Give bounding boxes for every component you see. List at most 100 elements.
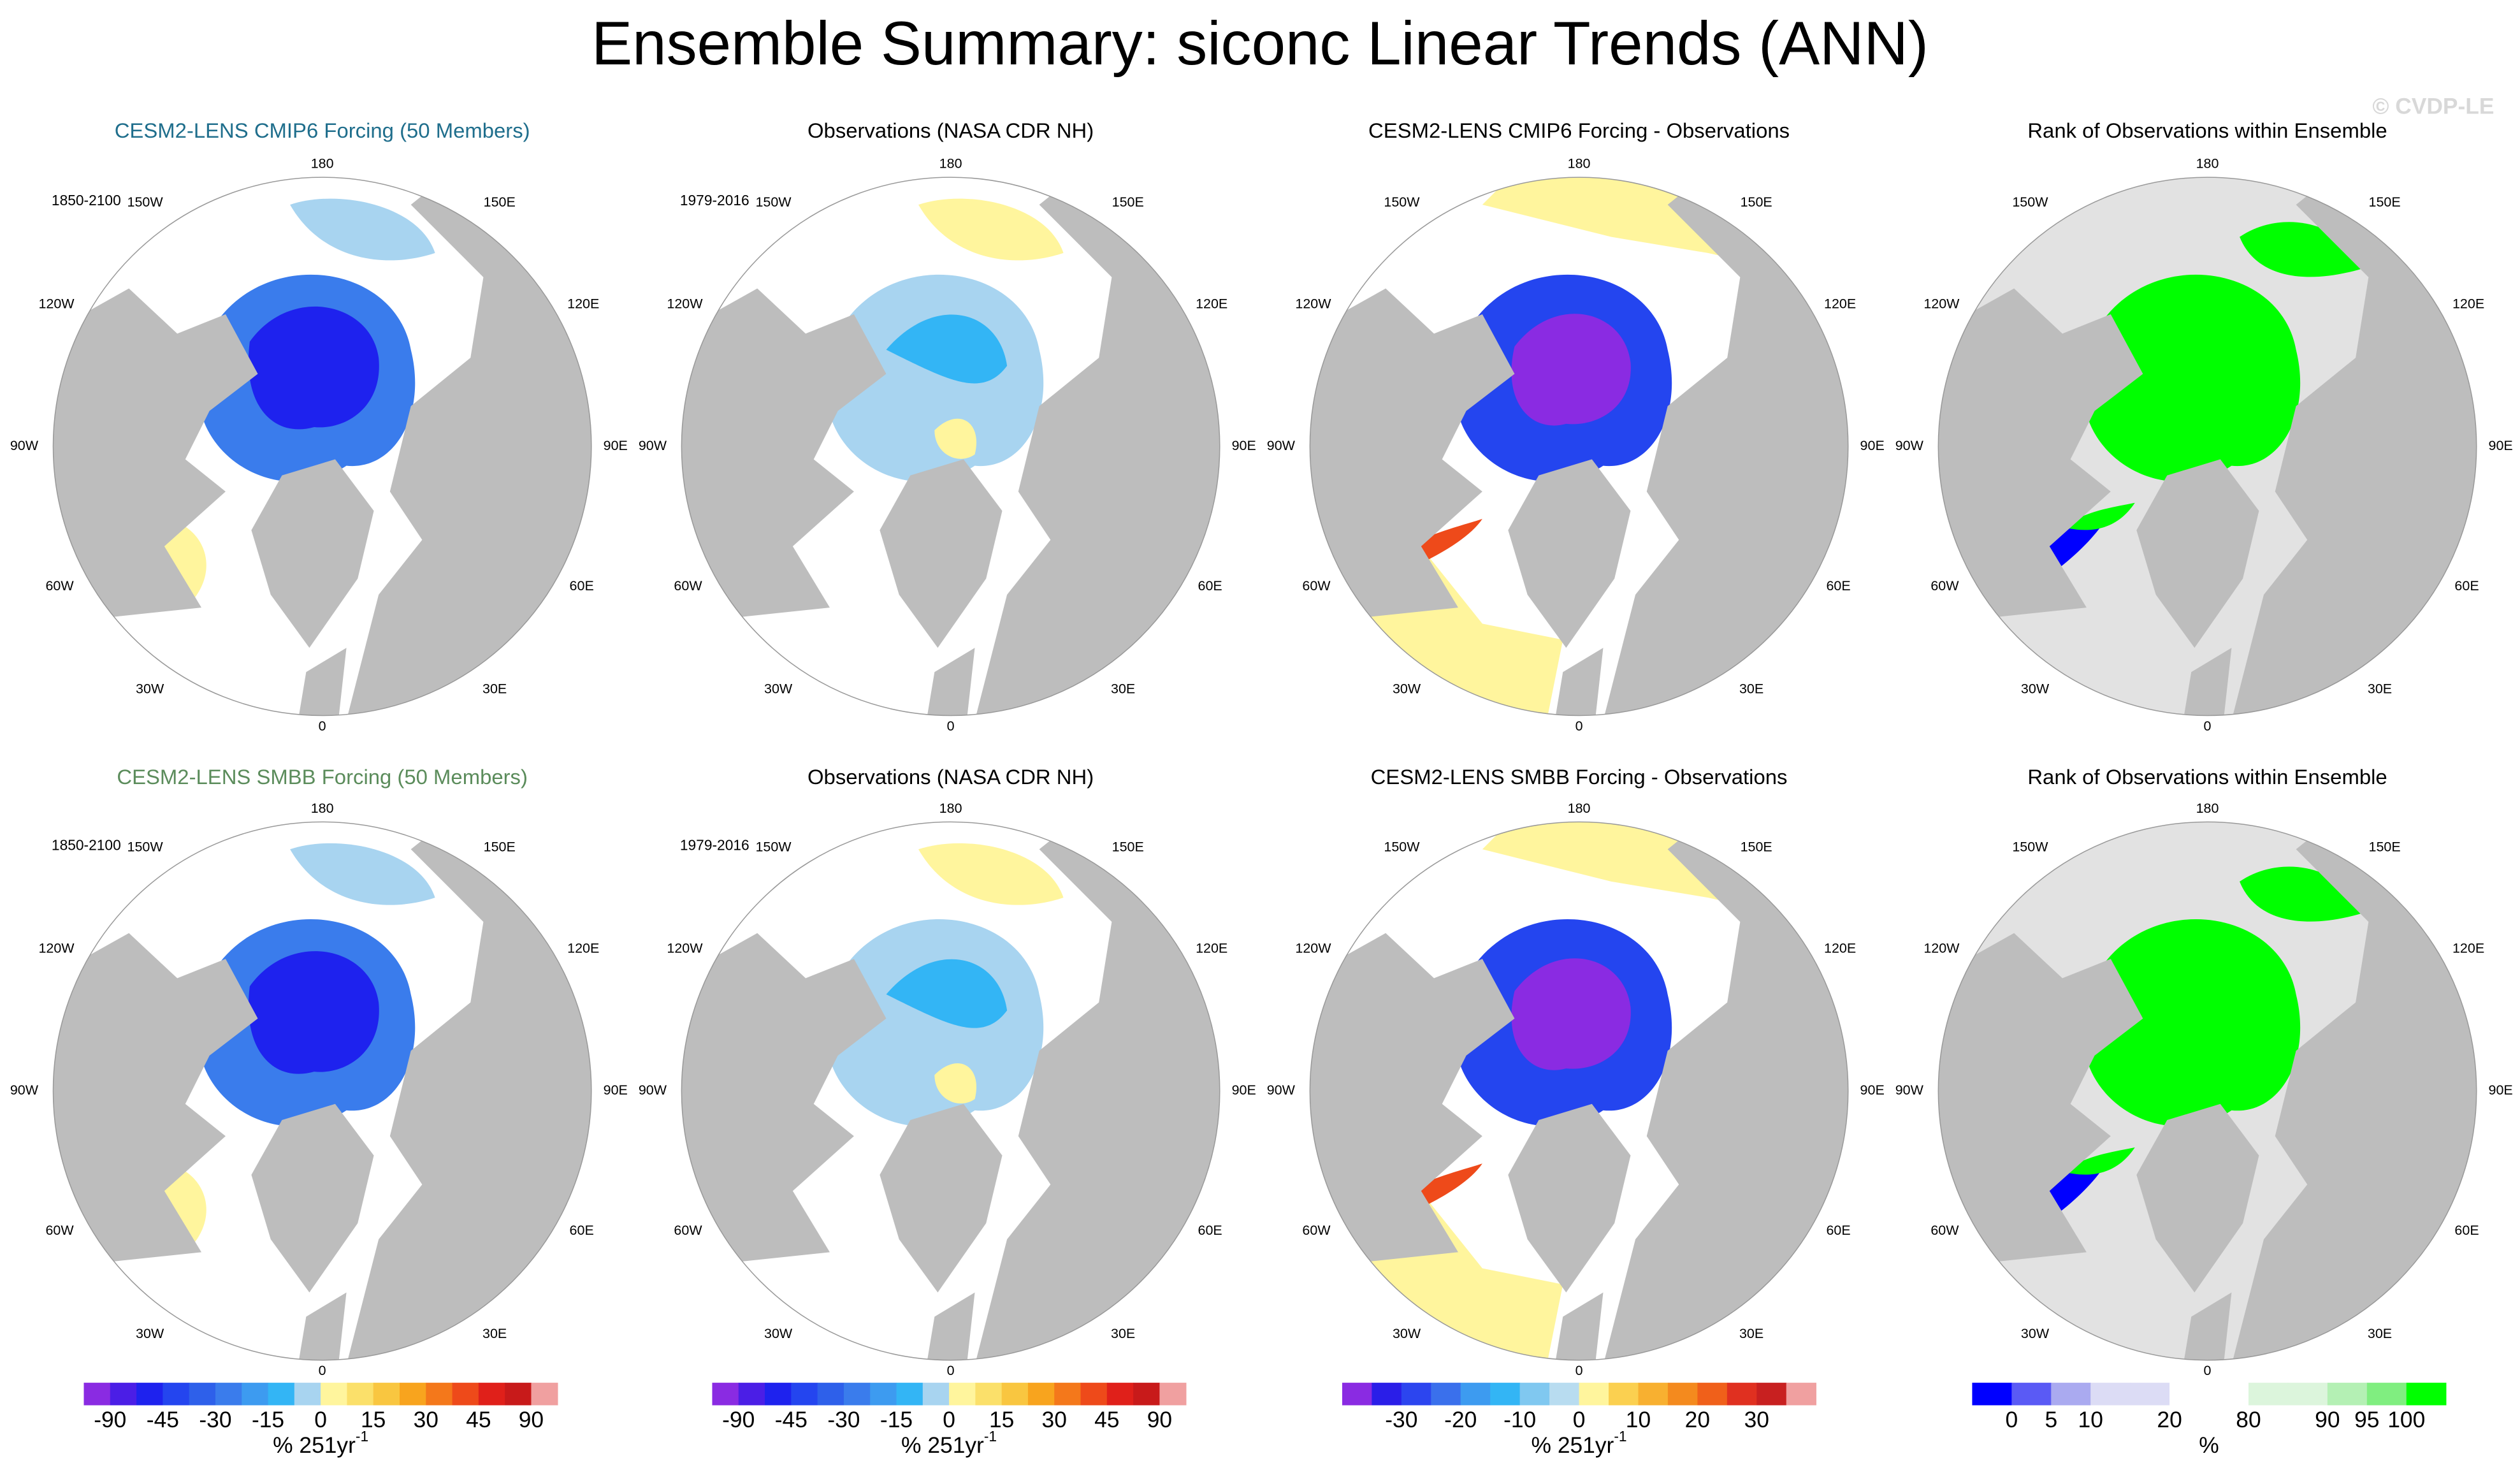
longitude-label: 120E xyxy=(1824,941,1856,956)
longitude-label: 60W xyxy=(1302,1223,1331,1238)
longitude-label: 60E xyxy=(1198,1223,1222,1238)
colorbar-box xyxy=(949,1383,976,1406)
colorbar-box xyxy=(1579,1383,1609,1406)
colorbar-label: 15 xyxy=(361,1408,386,1432)
colorbar-box xyxy=(1027,1383,1055,1406)
colorbar-box xyxy=(452,1383,479,1406)
longitude-label: 90E xyxy=(604,438,628,453)
longitude-label: 150W xyxy=(1384,194,1420,210)
colorbar: -90 -45 -30 -15 0 15 30 45 90 % 251yr-1 xyxy=(83,1383,558,1459)
map-content xyxy=(681,177,1220,716)
colorbar-box xyxy=(712,1383,739,1406)
longitude-label: 60W xyxy=(1302,578,1331,593)
colorbar-box xyxy=(505,1383,532,1406)
panel-title: CESM2-LENS SMBB Forcing - Observations xyxy=(1371,765,1788,789)
longitude-label: 30E xyxy=(2368,1326,2392,1341)
colorbar-box xyxy=(373,1383,400,1406)
colorbar-units: % 251yr-1 xyxy=(901,1428,997,1458)
colorbar-label: -20 xyxy=(1444,1408,1477,1432)
longitude-label: 150E xyxy=(2369,194,2401,210)
period-label: 1850-2100 xyxy=(52,836,121,853)
longitude-label: 60W xyxy=(674,1223,702,1238)
polar-map xyxy=(681,821,1220,1361)
colorbar-box xyxy=(321,1383,348,1406)
longitude-label: 90W xyxy=(639,1082,667,1098)
colorbar-box xyxy=(1342,1383,1373,1406)
colorbar-label: 90 xyxy=(519,1408,544,1432)
longitude-label: 120W xyxy=(1295,941,1331,956)
longitude-label: 150E xyxy=(484,194,516,210)
longitude-label: 60W xyxy=(1930,1223,1959,1238)
colorbar-box xyxy=(1756,1383,1787,1406)
longitude-label: 0 xyxy=(1575,718,1583,734)
colorbar-units: % 251yr-1 xyxy=(1532,1428,1627,1458)
colorbar-box xyxy=(2248,1383,2289,1406)
longitude-label: 120W xyxy=(38,941,75,956)
polar-map xyxy=(1309,821,1849,1361)
colorbar-box xyxy=(1638,1383,1669,1406)
colorbar-label: -45 xyxy=(147,1408,179,1432)
colorbar-label: 45 xyxy=(466,1408,491,1432)
longitude-label: 120E xyxy=(2452,941,2484,956)
colorbar-box xyxy=(1106,1383,1134,1406)
colorbar-box xyxy=(922,1383,950,1406)
polar-map xyxy=(1937,821,2477,1361)
colorbar-box xyxy=(1133,1383,1161,1406)
longitude-label: 180 xyxy=(1568,156,1591,171)
longitude-label: 60E xyxy=(2454,1223,2479,1238)
longitude-label: 150W xyxy=(1384,839,1420,854)
units-text: % 251yr xyxy=(901,1434,984,1459)
longitude-label: 90E xyxy=(2489,438,2513,453)
map-content xyxy=(53,822,591,1360)
longitude-label: 60E xyxy=(570,1223,594,1238)
colorbar-label: 10 xyxy=(2078,1408,2103,1432)
colorbar-units: % 251yr-1 xyxy=(273,1428,368,1458)
colorbar-box xyxy=(1460,1383,1491,1406)
panel-title: CESM2-LENS SMBB Forcing (50 Members) xyxy=(117,765,528,789)
longitude-label: 150E xyxy=(1741,839,1772,854)
units-superscript: -1 xyxy=(984,1428,997,1444)
longitude-label: 30E xyxy=(2368,681,2392,697)
longitude-label: 150W xyxy=(2012,194,2048,210)
colorbar-label: 80 xyxy=(2236,1408,2261,1432)
colorbar-label: 90 xyxy=(2315,1408,2340,1432)
longitude-label: 30E xyxy=(482,1326,507,1341)
colorbar: -90 -45 -30 -15 0 15 30 45 90 % 251yr-1 xyxy=(712,1383,1187,1459)
longitude-label: 120W xyxy=(1923,941,1960,956)
longitude-label: 150E xyxy=(2369,839,2401,854)
longitude-label: 60W xyxy=(45,578,74,593)
colorbar-label: -45 xyxy=(775,1408,807,1432)
longitude-label: 30W xyxy=(136,1326,164,1341)
longitude-label: 60W xyxy=(45,1223,74,1238)
longitude-label: 30W xyxy=(1393,681,1421,697)
colorbar-box xyxy=(1080,1383,1108,1406)
map-content xyxy=(1938,822,2477,1360)
colorbar-box xyxy=(1159,1383,1187,1406)
colorbar-label: -90 xyxy=(94,1408,126,1432)
longitude-label: 150W xyxy=(127,839,164,854)
longitude-label: 150W xyxy=(2012,839,2048,854)
colorbar-label: 0 xyxy=(1573,1408,1586,1432)
colorbar-box xyxy=(136,1383,164,1406)
longitude-label: 60W xyxy=(674,578,702,593)
longitude-label: 30W xyxy=(1393,1326,1421,1341)
colorbar-box xyxy=(1609,1383,1639,1406)
map-border xyxy=(681,177,1220,717)
longitude-label: 150E xyxy=(1112,839,1144,854)
units-text: % xyxy=(2199,1434,2219,1459)
colorbar-box xyxy=(215,1383,243,1406)
longitude-label: 30W xyxy=(136,681,164,697)
colorbar-box xyxy=(347,1383,374,1406)
longitude-label: 150W xyxy=(127,194,164,210)
polar-map xyxy=(52,821,592,1361)
colorbar-label: -30 xyxy=(827,1408,860,1432)
longitude-label: 90W xyxy=(1895,438,1924,453)
polar-map xyxy=(681,177,1220,717)
colorbar-label: 30 xyxy=(1744,1408,1769,1432)
colorbar-box xyxy=(817,1383,844,1406)
colorbar: -30 -20 -10 0 10 20 30 % 251yr-1 xyxy=(1342,1383,1816,1459)
colorbar-box xyxy=(1401,1383,1432,1406)
longitude-label: 30E xyxy=(1739,1326,1763,1341)
longitude-label: 90W xyxy=(10,1082,39,1098)
panel-title: Rank of Observations within Ensemble xyxy=(2027,765,2387,789)
